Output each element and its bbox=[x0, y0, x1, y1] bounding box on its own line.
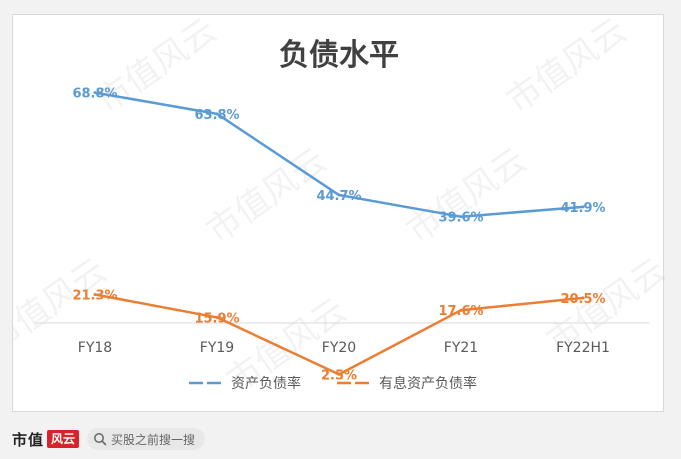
chart-title: 负债水平 bbox=[279, 38, 399, 73]
data-label: 15.9% bbox=[194, 311, 239, 326]
brand-badge: 风云 bbox=[47, 430, 80, 448]
data-label: 39.6% bbox=[438, 211, 483, 226]
data-point bbox=[93, 91, 97, 95]
brand-logo[interactable]: 市值 风云 bbox=[12, 429, 80, 450]
series-2: 21.3% 15.9% 2.5% 17.6% 20.5% bbox=[72, 288, 605, 383]
x-tick-label: FY19 bbox=[200, 340, 234, 356]
x-tick-label: FY20 bbox=[322, 340, 356, 356]
watermark-text: 市值风云 bbox=[400, 141, 534, 252]
legend-label: 有息资产负债率 bbox=[379, 375, 477, 392]
brand-name: 市值 bbox=[12, 430, 45, 449]
legend-label: 资产负债率 bbox=[231, 375, 301, 392]
watermark-text: 市值风云 bbox=[500, 15, 634, 121]
data-label: 44.7% bbox=[316, 189, 361, 204]
search-icon bbox=[94, 433, 107, 446]
series-1: 68.8% 63.8% 44.7% 39.6% 41.9% bbox=[72, 87, 605, 226]
data-label: 68.8% bbox=[72, 87, 117, 102]
series-layer: 68.8% 63.8% 44.7% 39.6% 41.9% 21.3% 15.9% 2.5% 1… bbox=[72, 87, 605, 384]
footer: 市值 风云 买股之前搜一搜 bbox=[12, 424, 669, 454]
x-tick-label: FY18 bbox=[78, 340, 112, 356]
data-label: 2.5% bbox=[321, 368, 357, 383]
data-label: 17.6% bbox=[438, 304, 483, 319]
watermark-text: 市值风云 bbox=[200, 141, 334, 252]
search-box[interactable]: 买股之前搜一搜 bbox=[87, 428, 206, 450]
x-tick-label: FY21 bbox=[444, 340, 478, 356]
data-point bbox=[215, 315, 219, 319]
data-point bbox=[581, 296, 585, 300]
chart-frame: 市值风云 市值风云 市值风云 市值风云 市值风云 市值风云 市值风云 负债水平 68.8% 6… bbox=[0, 11, 674, 412]
data-point bbox=[581, 205, 585, 209]
data-label: 63.8% bbox=[194, 108, 239, 123]
watermark-text: 市值风云 bbox=[90, 15, 224, 121]
data-point bbox=[337, 193, 341, 197]
x-tick-label: FY22H1 bbox=[556, 340, 610, 356]
data-label: 21.3% bbox=[72, 288, 117, 303]
data-point bbox=[337, 372, 341, 376]
data-point bbox=[459, 308, 463, 312]
data-point bbox=[459, 215, 463, 219]
search-placeholder: 买股之前搜一搜 bbox=[111, 432, 196, 447]
data-point bbox=[215, 112, 219, 116]
data-label: 20.5% bbox=[560, 292, 605, 307]
x-tick-labels: FY18 FY19 FY20 FY21 FY22H1 bbox=[78, 340, 610, 356]
legend: 资产负债率 有息资产负债率 bbox=[189, 375, 477, 392]
data-point bbox=[93, 292, 97, 296]
data-label: 41.9% bbox=[560, 201, 605, 216]
